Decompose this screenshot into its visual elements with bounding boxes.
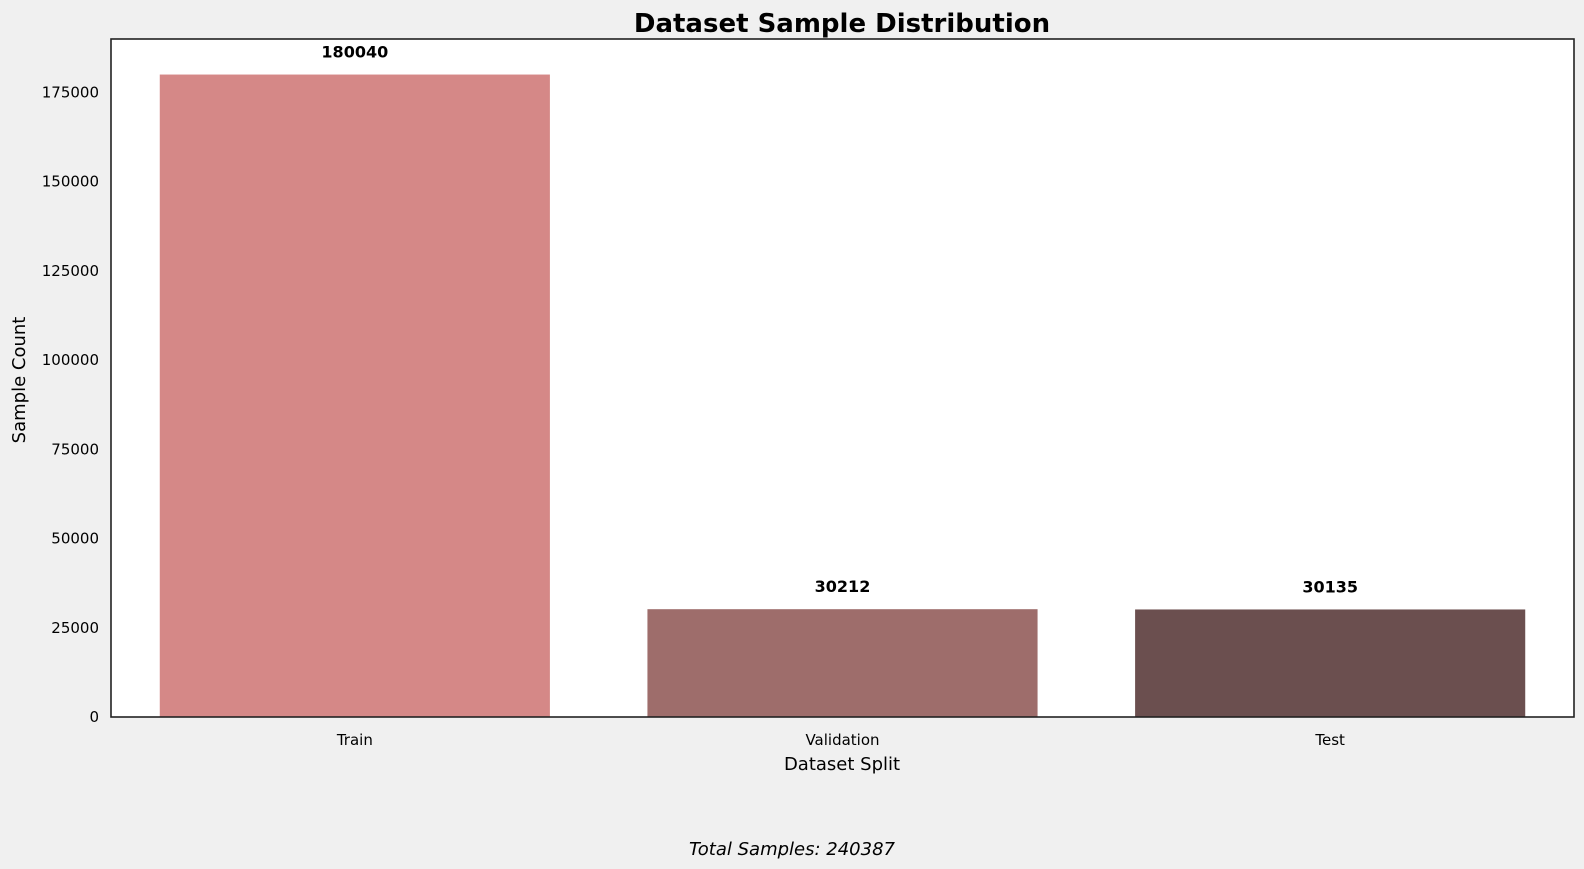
y-axis-ticks: 0 25000 50000 75000 100000 125000 150000 175000 — [42, 84, 99, 726]
bar-train — [159, 74, 550, 717]
x-tick-label-validation: Validation — [805, 731, 879, 749]
x-axis-ticks: Train Validation Test — [336, 731, 1345, 749]
bar-test — [1135, 609, 1526, 717]
bars-group — [159, 74, 1526, 717]
x-tick-label-test: Test — [1314, 731, 1345, 749]
y-tick-label-150000: 150000 — [42, 173, 99, 191]
y-tick-label-125000: 125000 — [42, 262, 99, 280]
y-tick-label-25000: 25000 — [51, 619, 99, 637]
value-labels-group: 180040 30212 30135 — [321, 43, 1358, 597]
data-label-train: 180040 — [321, 43, 388, 62]
data-label-test: 30135 — [1302, 577, 1358, 596]
y-axis-label: Sample Count — [9, 317, 30, 444]
y-tick-label-0: 0 — [89, 708, 99, 726]
y-tick-label-175000: 175000 — [42, 84, 99, 102]
total-samples-footnote: Total Samples: 240387 — [689, 839, 896, 860]
x-tick-label-train: Train — [336, 731, 373, 749]
y-tick-label-50000: 50000 — [51, 530, 99, 548]
y-tick-label-100000: 100000 — [42, 351, 99, 369]
data-label-validation: 30212 — [815, 577, 871, 596]
x-axis-label: Dataset Split — [784, 754, 900, 775]
plot-frame — [110, 38, 1575, 718]
bar-validation — [647, 609, 1038, 717]
y-tick-label-75000: 75000 — [51, 440, 99, 458]
chart-title: Dataset Sample Distribution — [634, 9, 1050, 39]
